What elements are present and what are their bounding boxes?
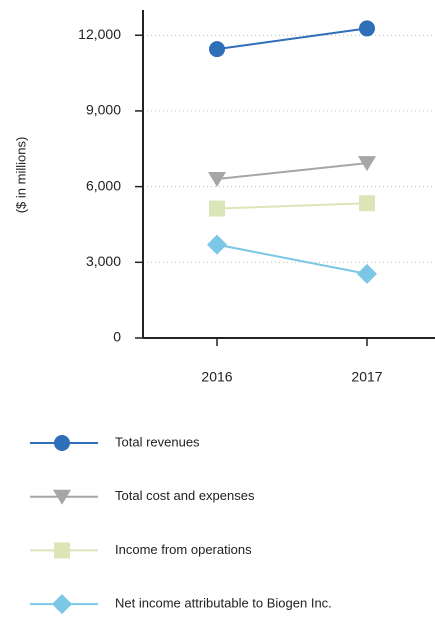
series-line (216, 243, 368, 275)
data-point (208, 172, 226, 188)
series-line (216, 202, 368, 210)
series-line (216, 27, 368, 51)
data-point (209, 200, 225, 217)
x-tick-label: 2017 (351, 369, 382, 385)
data-point (358, 156, 376, 172)
y-tick-label: 3,000 (86, 253, 121, 269)
y-tick-label: 12,000 (78, 26, 121, 42)
legend-marker (52, 594, 72, 615)
legend-marker (53, 489, 71, 505)
y-tick-label: 0 (113, 329, 121, 345)
data-point (357, 263, 377, 284)
data-point (207, 234, 227, 255)
legend-label: Total cost and expenses (115, 488, 255, 503)
y-tick-label: 9,000 (86, 102, 121, 118)
y-axis-label: ($ in millions) (13, 137, 28, 214)
data-point (359, 195, 375, 212)
series-line (216, 162, 368, 181)
legend-label: Income from operations (115, 542, 252, 557)
y-tick-label: 6,000 (86, 177, 121, 193)
data-point (209, 41, 225, 58)
legend-marker (54, 542, 70, 559)
x-tick-label: 2016 (201, 369, 232, 385)
data-point (359, 20, 375, 37)
legend-marker (54, 435, 70, 451)
legend-label: Net income attributable to Biogen Inc. (115, 596, 332, 611)
legend-label: Total revenues (115, 434, 200, 449)
